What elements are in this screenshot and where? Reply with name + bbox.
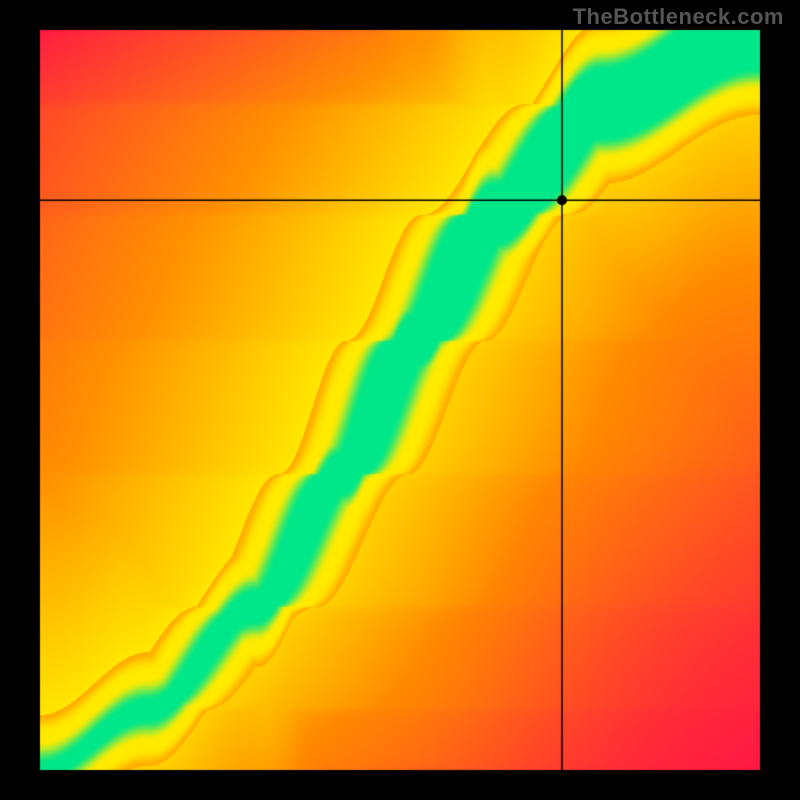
bottleneck-heatmap xyxy=(0,0,800,800)
watermark-text: TheBottleneck.com xyxy=(573,4,784,30)
